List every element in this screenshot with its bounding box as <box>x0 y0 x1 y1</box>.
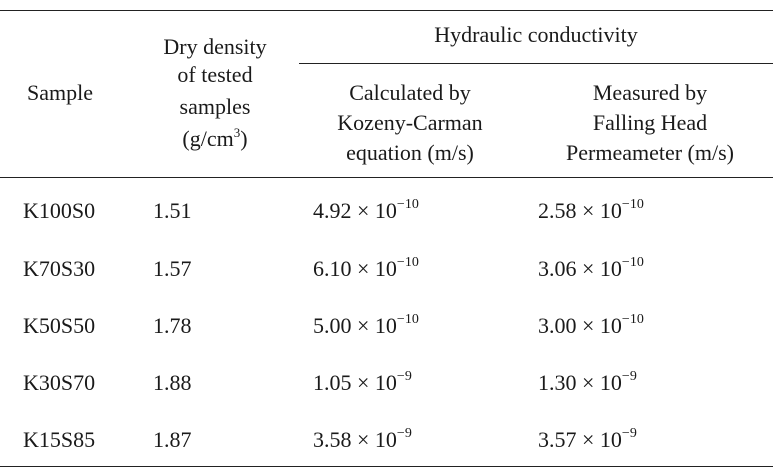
header-density-unit-pre: (g/cm <box>182 126 234 151</box>
cell-measured: 3.06 × 10−10 <box>538 255 644 285</box>
header-density-unit-post: ) <box>240 126 248 151</box>
cell-density: 1.51 <box>153 198 192 223</box>
header-bottom-rule <box>0 177 773 178</box>
header-density-line-2: of tested <box>177 62 253 87</box>
group-rule <box>299 63 773 64</box>
header-density-unit-sup: 3 <box>233 125 241 140</box>
cell-measured: 3.57 × 10−9 <box>538 426 637 456</box>
header-calculated-line-2: Kozeny-Carman <box>337 110 483 135</box>
cell-measured: 1.30 × 10−9 <box>538 369 637 399</box>
cell-measured-mantissa: 3.00 × 10 <box>538 313 622 338</box>
header-calculated-line-1: Calculated by <box>349 80 471 105</box>
cell-measured-mantissa: 2.58 × 10 <box>538 198 622 223</box>
cell-calculated-mantissa: 4.92 × 10 <box>313 198 397 223</box>
cell-measured-mantissa: 3.57 × 10 <box>538 427 622 452</box>
cell-measured-exponent: −10 <box>621 197 644 212</box>
cell-sample: K70S30 <box>23 256 96 281</box>
header-measured-line-2: Falling Head <box>592 110 708 135</box>
header-hydraulic-conductivity: Hydraulic conductivity <box>434 22 638 47</box>
cell-calculated: 1.05 × 10−9 <box>313 369 412 399</box>
cell-density: 1.88 <box>153 370 192 395</box>
cell-measured: 3.00 × 10−10 <box>538 312 644 342</box>
cell-calculated: 3.58 × 10−9 <box>313 426 412 456</box>
cell-measured-exponent: −10 <box>621 312 644 327</box>
cell-calculated-mantissa: 6.10 × 10 <box>313 256 397 281</box>
cell-sample: K50S50 <box>23 313 96 338</box>
header-calculated-line-3: equation (m/s) <box>346 140 474 165</box>
header-density-unit: (g/cm3) <box>140 125 290 154</box>
cell-measured-exponent: −9 <box>621 369 637 384</box>
cell-density: 1.87 <box>153 427 192 452</box>
bottom-rule <box>0 466 773 467</box>
cell-density: 1.78 <box>153 313 192 338</box>
cell-calculated-exponent: −10 <box>396 255 419 270</box>
cell-sample: K100S0 <box>23 198 96 223</box>
cell-calculated-exponent: −9 <box>396 426 412 441</box>
header-measured-line-1: Measured by <box>592 80 708 105</box>
cell-measured: 2.58 × 10−10 <box>538 197 644 227</box>
header-measured-line-3: Permeameter (m/s) <box>566 140 734 165</box>
header-density-line-1: Dry density <box>163 34 267 59</box>
cell-calculated-exponent: −9 <box>396 369 412 384</box>
cell-measured-mantissa: 3.06 × 10 <box>538 256 622 281</box>
cell-calculated: 4.92 × 10−10 <box>313 197 419 227</box>
cell-measured-exponent: −10 <box>621 255 644 270</box>
cell-calculated-exponent: −10 <box>396 197 419 212</box>
cell-calculated-mantissa: 1.05 × 10 <box>313 370 397 395</box>
cell-measured-mantissa: 1.30 × 10 <box>538 370 622 395</box>
cell-calculated-exponent: −10 <box>396 312 419 327</box>
cell-sample: K15S85 <box>23 427 96 452</box>
cell-density: 1.57 <box>153 256 192 281</box>
header-density-line-3: samples <box>179 94 251 119</box>
cell-calculated: 5.00 × 10−10 <box>313 312 419 342</box>
cell-calculated: 6.10 × 10−10 <box>313 255 419 285</box>
cell-calculated-mantissa: 3.58 × 10 <box>313 427 397 452</box>
cell-measured-exponent: −9 <box>621 426 637 441</box>
header-sample: Sample <box>27 80 93 105</box>
cell-calculated-mantissa: 5.00 × 10 <box>313 313 397 338</box>
top-rule <box>0 10 773 11</box>
cell-sample: K30S70 <box>23 370 96 395</box>
